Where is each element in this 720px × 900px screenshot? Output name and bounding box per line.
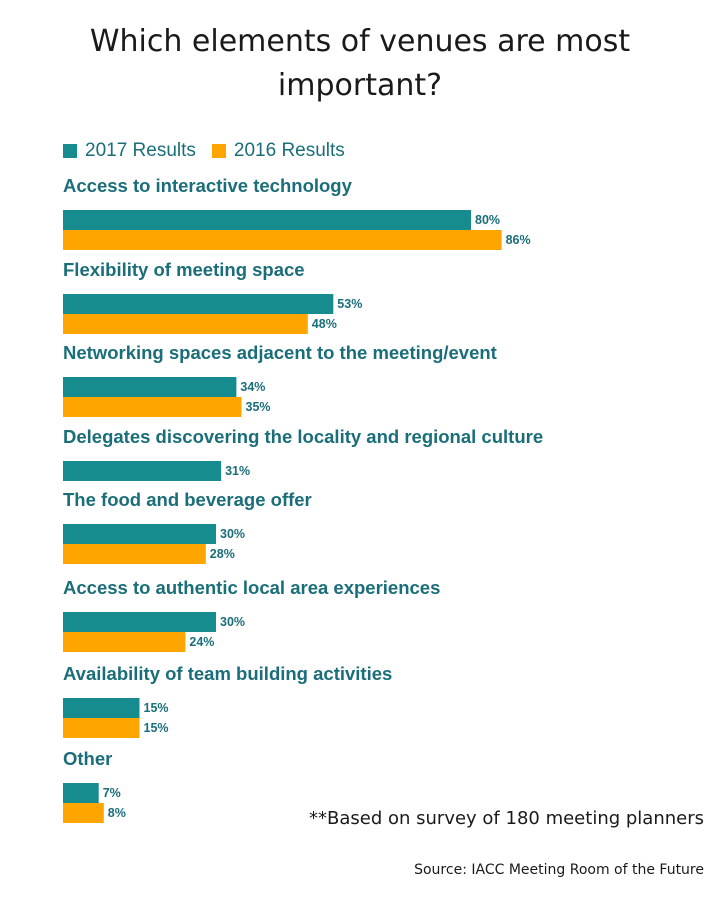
bar-2016	[63, 632, 186, 652]
bar-2016	[63, 544, 206, 564]
category-label: Flexibility of meeting space	[63, 259, 305, 280]
legend-label-2017: 2017 Results	[85, 140, 196, 161]
category-label: Networking spaces adjacent to the meetin…	[63, 342, 497, 363]
survey-note: **Based on survey of 180 meeting planner…	[309, 808, 704, 829]
value-label-2017: 30%	[220, 527, 245, 541]
value-label-2017: 15%	[144, 701, 169, 715]
value-label-2016: 15%	[144, 721, 169, 735]
category-label: Access to authentic local area experienc…	[63, 577, 440, 598]
bar-2017	[63, 294, 334, 314]
value-label-2017: 34%	[240, 380, 265, 394]
category-label: Other	[63, 748, 112, 769]
bar-2017	[63, 783, 99, 803]
value-label-2017: 31%	[225, 464, 250, 478]
value-label-2016: 86%	[506, 233, 531, 247]
bar-2017	[63, 210, 471, 230]
legend-item-2017: 2017 Results	[63, 140, 196, 162]
value-label-2017: 30%	[220, 615, 245, 629]
source-credit: Source: IACC Meeting Room of the Future	[414, 862, 704, 878]
chart-title: Which elements of venues are most import…	[89, 24, 631, 103]
category-label: Delegates discovering the locality and r…	[63, 426, 543, 447]
value-label-2017: 53%	[337, 297, 362, 311]
value-label-2017: 7%	[103, 786, 121, 800]
bar-2017	[63, 524, 216, 544]
value-label-2016: 48%	[312, 317, 337, 331]
legend: 2017 Results 2016 Results	[63, 140, 361, 162]
bar-2017	[63, 461, 222, 481]
legend-item-2016: 2016 Results	[211, 140, 345, 162]
bar-2016	[63, 397, 242, 417]
legend-label-2016: 2016 Results	[233, 140, 345, 161]
value-label-2016: 8%	[108, 806, 126, 820]
bar-2017	[63, 612, 216, 632]
value-label-2016: 35%	[246, 400, 271, 414]
bar-2016	[63, 803, 104, 823]
value-label-2016: 28%	[210, 547, 235, 561]
bar-2017	[63, 377, 237, 397]
bar-2016	[63, 314, 308, 334]
legend-swatch-2016	[211, 144, 226, 158]
value-label-2017: 80%	[475, 213, 500, 227]
bar-2016	[63, 718, 140, 738]
value-label-2016: 24%	[189, 635, 214, 649]
bar-2017	[63, 698, 140, 718]
category-label: The food and beverage offer	[63, 489, 312, 510]
legend-swatch-2017	[63, 144, 77, 158]
bar-2016	[63, 230, 502, 250]
category-label: Availability of team building activities	[63, 663, 392, 684]
category-label: Access to interactive technology	[63, 175, 353, 196]
